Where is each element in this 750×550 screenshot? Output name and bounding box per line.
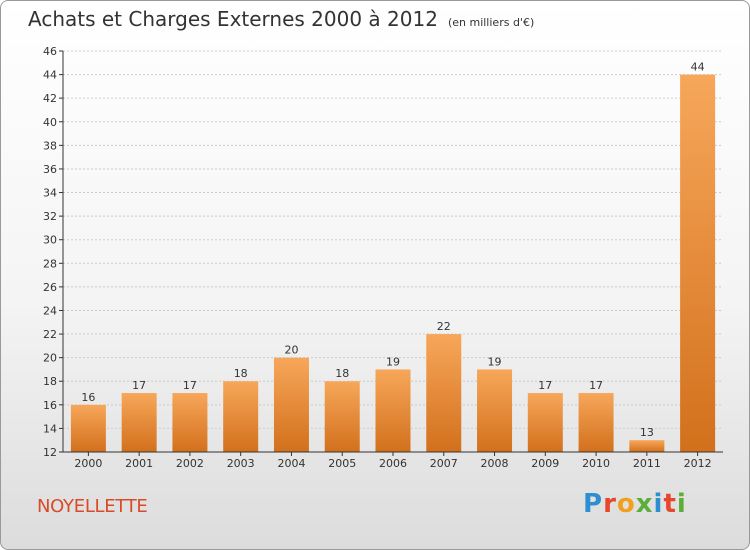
bar-2001 (121, 393, 157, 452)
x-tick-label-2007: 2007 (430, 457, 458, 470)
y-tick-label: 12 (43, 446, 57, 459)
y-tick-label: 30 (43, 234, 57, 247)
logo-letter: x (635, 489, 654, 519)
logo-letter: P (583, 489, 604, 519)
x-tick-label-2008: 2008 (481, 457, 509, 470)
x-tick-label-2012: 2012 (684, 457, 712, 470)
y-tick-label: 34 (43, 187, 57, 200)
y-tick-label: 44 (43, 69, 57, 82)
data-label-2001: 17 (132, 379, 146, 392)
data-label-2003: 18 (234, 367, 248, 380)
axes: 12 14 16 18 20 22 24 26 28 30 32 34 36 38 40 42 44 46 2000… (43, 45, 723, 470)
data-labels: 16 17 17 18 20 18 19 22 19 17 17 13 44 (81, 61, 704, 440)
y-tick-label: 16 (43, 399, 57, 412)
proxiti-logo: Proxiti (583, 489, 687, 519)
y-tick-label: 22 (43, 328, 57, 341)
y-tick-label: 20 (43, 352, 57, 365)
bar-2003 (223, 381, 259, 452)
y-tick-label: 32 (43, 210, 57, 223)
bar-2004 (273, 357, 309, 452)
logo-letter: o (616, 489, 636, 519)
y-tick-label: 46 (43, 45, 57, 58)
data-label-2007: 22 (437, 320, 451, 333)
x-tick-label-2001: 2001 (125, 457, 153, 470)
bar-2002 (172, 393, 208, 452)
logo-letter: r (603, 489, 617, 519)
bar-2000 (70, 404, 106, 452)
bar-2011 (629, 440, 665, 452)
x-tick-label-2004: 2004 (277, 457, 305, 470)
bar-2010 (578, 393, 614, 452)
data-label-2011: 13 (640, 426, 654, 439)
logo-letter: i (676, 489, 687, 519)
y-tick-label: 14 (43, 422, 57, 435)
bar-2012 (680, 74, 716, 453)
y-tick-label: 40 (43, 116, 57, 129)
logo-letter: i (653, 489, 664, 519)
data-label-2009: 17 (538, 379, 552, 392)
title-text: Achats et Charges Externes 2000 à 2012 (28, 7, 438, 31)
x-tick-label-2009: 2009 (531, 457, 559, 470)
commune-name: NOYELLETTE (37, 496, 148, 517)
data-label-2008: 19 (488, 355, 502, 368)
data-label-2002: 17 (183, 379, 197, 392)
y-tick-label: 42 (43, 92, 57, 105)
bar-2008 (477, 369, 513, 452)
logo-letter: t (663, 489, 677, 519)
data-label-2012: 44 (691, 61, 705, 74)
bar-2005 (324, 381, 360, 452)
data-label-2006: 19 (386, 355, 400, 368)
x-tick-label-2011: 2011 (633, 457, 661, 470)
data-label-2005: 18 (335, 367, 349, 380)
y-tick-label: 24 (43, 304, 57, 317)
x-tick-label-2005: 2005 (328, 457, 356, 470)
bar-2009 (527, 393, 563, 452)
x-tick-label-2002: 2002 (176, 457, 204, 470)
x-tick-label-2003: 2003 (227, 457, 255, 470)
chart-title: Achats et Charges Externes 2000 à 2012 (e… (28, 7, 534, 31)
data-label-2004: 20 (284, 344, 298, 357)
bars (70, 74, 716, 453)
data-label-2000: 16 (81, 391, 95, 404)
x-tick-label-2006: 2006 (379, 457, 407, 470)
y-tick-label: 18 (43, 375, 57, 388)
bar-2006 (375, 369, 411, 452)
chart-subtitle: (en milliers d'€) (447, 16, 535, 29)
bar-2007 (426, 334, 462, 452)
y-tick-label: 28 (43, 257, 57, 270)
x-tick-label-2010: 2010 (582, 457, 610, 470)
y-tick-label: 36 (43, 163, 57, 176)
x-tick-label-2000: 2000 (74, 457, 102, 470)
y-tick-label: 38 (43, 139, 57, 152)
y-tick-label: 26 (43, 281, 57, 294)
data-label-2010: 17 (589, 379, 603, 392)
